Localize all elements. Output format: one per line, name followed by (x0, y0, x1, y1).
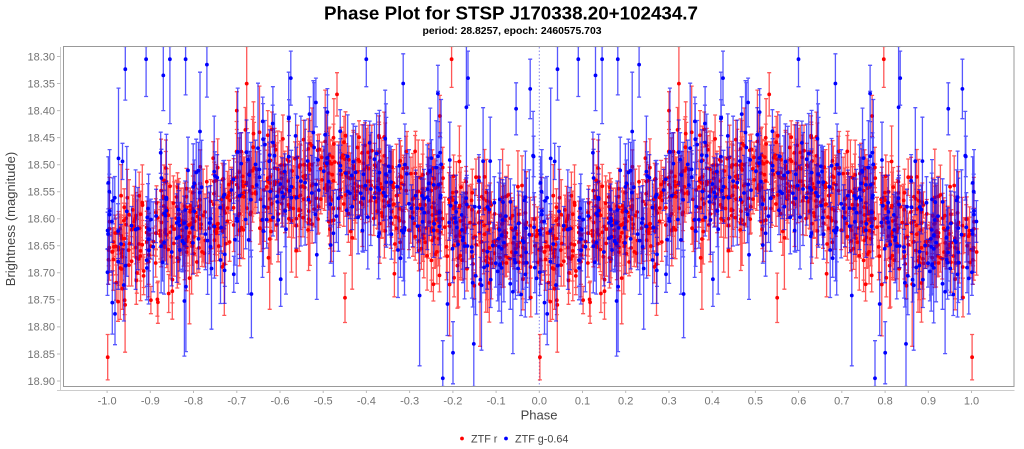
svg-text:18.85: 18.85 (27, 349, 55, 361)
svg-text:18.50: 18.50 (27, 160, 55, 172)
svg-text:0.8: 0.8 (877, 396, 892, 408)
svg-text:-0.5: -0.5 (314, 396, 333, 408)
svg-text:-0.7: -0.7 (227, 396, 246, 408)
svg-text:18.45: 18.45 (27, 132, 55, 144)
svg-text:Brightness (magnitude): Brightness (magnitude) (3, 152, 18, 286)
svg-text:-0.8: -0.8 (184, 396, 203, 408)
svg-text:18.75: 18.75 (27, 295, 55, 307)
svg-text:Phase Plot for STSP J170338.20: Phase Plot for STSP J170338.20+102434.7 (324, 3, 698, 24)
svg-text:0.3: 0.3 (661, 396, 676, 408)
svg-text:-0.9: -0.9 (141, 396, 160, 408)
svg-text:0.1: 0.1 (575, 396, 590, 408)
svg-text:0.9: 0.9 (921, 396, 936, 408)
svg-text:18.90: 18.90 (27, 376, 55, 388)
svg-text:18.35: 18.35 (27, 78, 55, 90)
svg-text:18.30: 18.30 (27, 51, 55, 63)
svg-text:18.55: 18.55 (27, 187, 55, 199)
svg-text:ZTF g-0.64: ZTF g-0.64 (515, 433, 568, 445)
svg-text:18.40: 18.40 (27, 105, 55, 117)
svg-text:0.0: 0.0 (532, 396, 547, 408)
svg-text:0.4: 0.4 (705, 396, 720, 408)
svg-text:period: 28.8257, epoch: 246057: period: 28.8257, epoch: 2460575.703 (422, 26, 601, 37)
svg-text:0.7: 0.7 (834, 396, 849, 408)
svg-text:18.60: 18.60 (27, 214, 55, 226)
svg-text:-0.6: -0.6 (271, 396, 290, 408)
svg-text:0.5: 0.5 (748, 396, 763, 408)
svg-text:18.70: 18.70 (27, 268, 55, 280)
svg-text:18.80: 18.80 (27, 322, 55, 334)
svg-text:-1.0: -1.0 (98, 396, 117, 408)
svg-text:-0.4: -0.4 (357, 396, 376, 408)
svg-text:1.0: 1.0 (964, 396, 979, 408)
svg-text:-0.1: -0.1 (487, 396, 506, 408)
svg-text:-0.3: -0.3 (400, 396, 419, 408)
svg-text:ZTF r: ZTF r (471, 433, 498, 445)
svg-text:-0.2: -0.2 (443, 396, 462, 408)
svg-text:18.65: 18.65 (27, 241, 55, 253)
svg-text:Phase: Phase (521, 408, 558, 423)
svg-text:0.6: 0.6 (791, 396, 806, 408)
svg-text:0.2: 0.2 (618, 396, 633, 408)
